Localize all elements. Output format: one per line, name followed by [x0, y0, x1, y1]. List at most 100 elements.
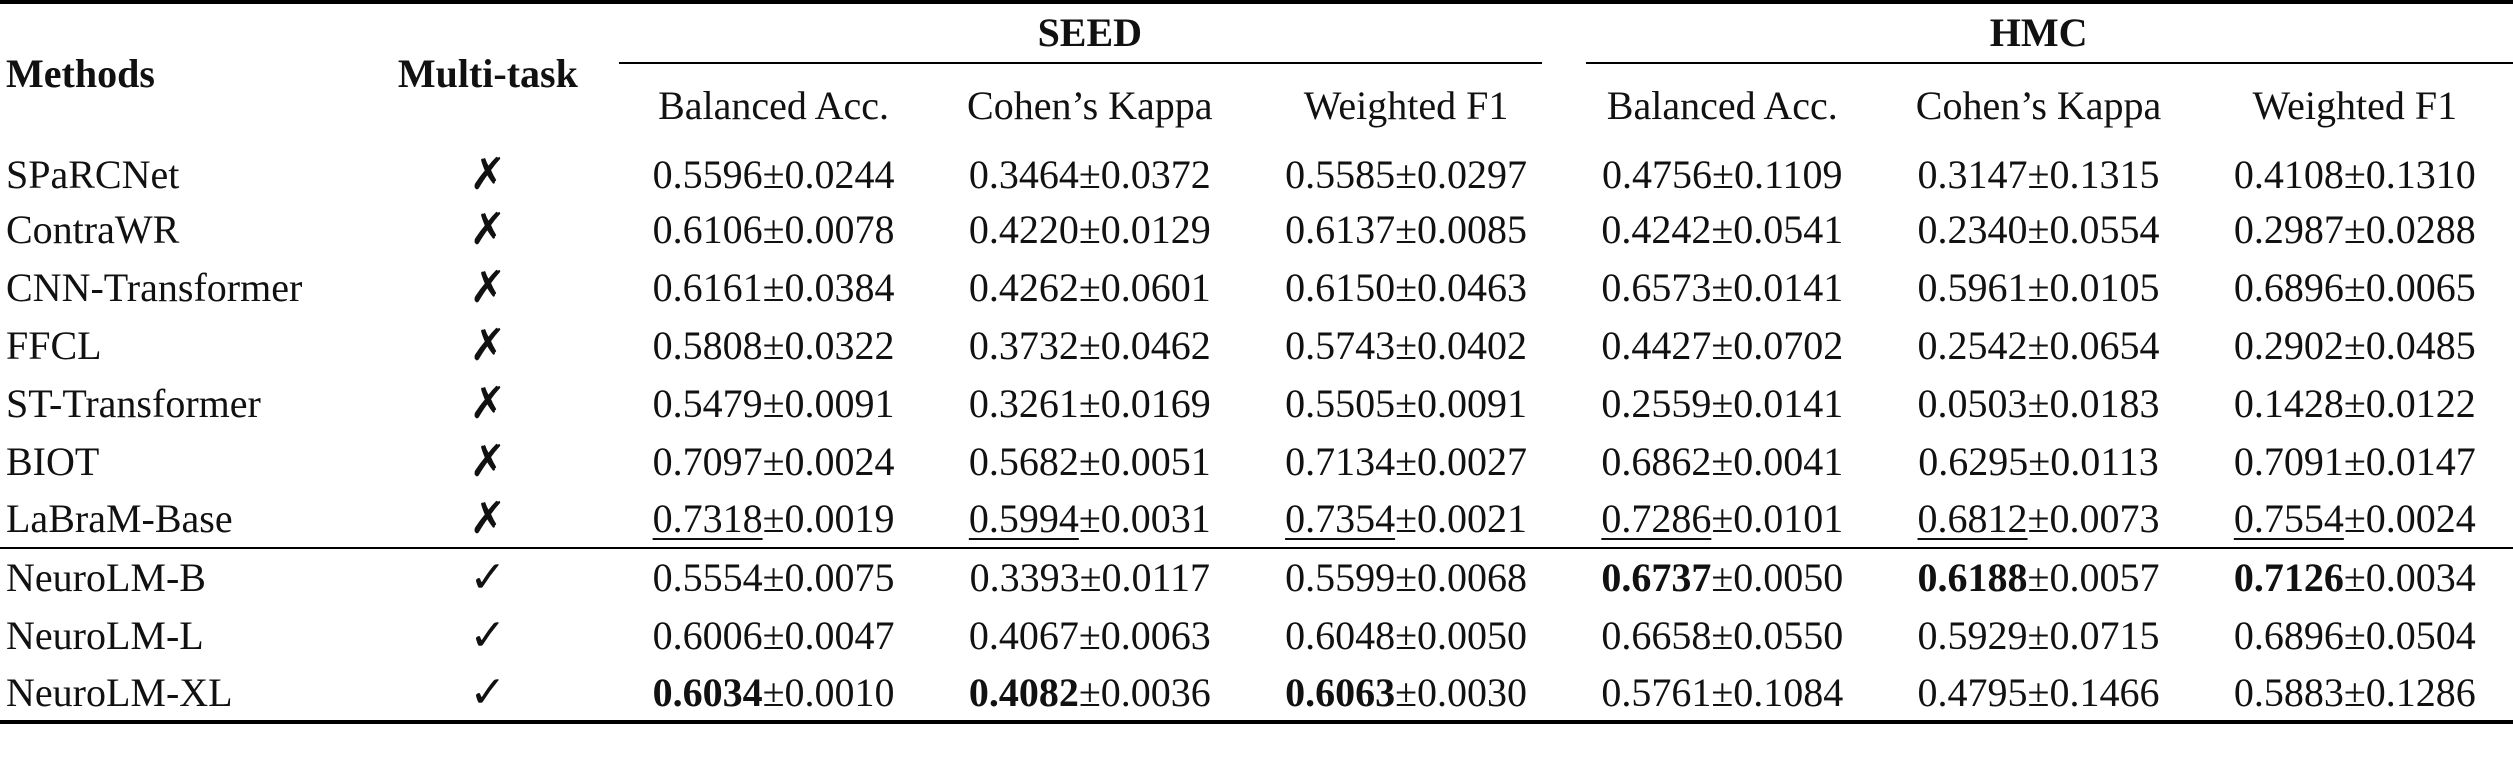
metric-header: Balanced Acc. — [1606, 82, 1838, 128]
metric-std: ±0.0113 — [2028, 438, 2159, 484]
method-name: CNN-Transformer — [6, 264, 303, 310]
metric-mean: 0.2559 — [1601, 380, 1712, 426]
metric-mean: 0.7126 — [2233, 555, 2344, 600]
header-group-seed: SEED — [615, 0, 1565, 68]
metric-mean: 0.5682 — [968, 438, 1079, 484]
metric-std: ±0.0372 — [1078, 151, 1211, 197]
header-multitask: Multi-task — [360, 0, 616, 142]
metric-std: ±0.0024 — [2343, 496, 2476, 541]
metric-cell: 0.4082±0.0036 — [931, 664, 1248, 724]
metric-cell: 0.7097±0.0024 — [615, 432, 931, 490]
check-mark-icon: ✓ — [360, 547, 616, 606]
metric-std: ±0.0244 — [762, 151, 895, 197]
metric-mean: 0.6573 — [1601, 264, 1712, 310]
group-title-hmc: HMC — [1989, 9, 2088, 55]
metric-mean: 0.5961 — [1917, 264, 2028, 310]
table-row: FFCL ✗ 0.5808±0.0322 0.3732±0.0462 0.5743±0.… — [0, 316, 2513, 374]
metric-cell: 0.6188±0.0057 — [1880, 547, 2197, 606]
metric-std: ±0.1466 — [2027, 669, 2160, 715]
metric-std: ±0.1084 — [1711, 669, 1844, 715]
metric-cell: 0.6063±0.0030 — [1247, 664, 1565, 724]
metric-mean: 0.6006 — [652, 612, 763, 658]
metric-mean: 0.6737 — [1601, 555, 1712, 600]
table-row: CNN-Transformer ✗ 0.6161±0.0384 0.4262±0.06… — [0, 258, 2513, 316]
metric-cell: 0.6137±0.0085 — [1248, 200, 1564, 258]
metric-std: ±0.0010 — [762, 669, 895, 715]
metric-std: ±0.0031 — [1078, 496, 1211, 541]
metric-std: ±0.0068 — [1395, 555, 1528, 600]
metric-std: ±0.0091 — [762, 380, 895, 426]
metric-std: ±0.0654 — [2027, 322, 2160, 368]
metric-cell: 0.7286±0.0101 — [1564, 490, 1880, 548]
metric-mean: 0.4220 — [968, 206, 1079, 252]
metric-std: ±0.0101 — [1711, 496, 1844, 541]
cross-mark-icon: ✗ — [469, 320, 507, 370]
metric-cell: 0.6896±0.0504 — [2197, 606, 2513, 664]
metric-std: ±0.0554 — [2027, 206, 2160, 252]
metric-mean: 0.4756 — [1602, 151, 1713, 197]
metric-mean: 0.5599 — [1285, 555, 1396, 600]
metric-cell: 0.5505±0.0091 — [1248, 374, 1564, 432]
header-row-metrics: Balanced Acc. Cohen’s Kappa Weighted F1 … — [0, 68, 2513, 142]
metric-mean: 0.2340 — [1917, 206, 2028, 252]
metric-mean: 0.6658 — [1601, 612, 1712, 658]
metric-header: Weighted F1 — [2252, 82, 2458, 128]
metric-std: ±0.0169 — [1078, 380, 1211, 426]
results-table: Methods Multi-task SEED HMC Balanced Acc… — [0, 0, 2513, 724]
metric-cell: 0.5682±0.0051 — [932, 432, 1248, 490]
metric-cell: 0.4242±0.0541 — [1564, 200, 1880, 258]
table-row: NeuroLM-L ✓ 0.6006±0.0047 0.4067±0.0063 0.60… — [0, 606, 2513, 664]
metric-std: ±0.0601 — [1078, 264, 1211, 310]
metric-mean: 0.0503 — [1917, 380, 2028, 426]
metric-mean: 0.7097 — [652, 438, 763, 484]
metric-std: ±0.0050 — [1711, 555, 1844, 600]
metric-std: ±0.1286 — [2343, 669, 2476, 715]
metric-std: ±0.0141 — [1711, 264, 1844, 310]
metric-cell: 0.7134±0.0027 — [1248, 432, 1564, 490]
cross-mark-icon: ✗ — [469, 378, 507, 428]
metric-cell: 0.5599±0.0068 — [1247, 547, 1565, 606]
method-name: LaBraM-Base — [6, 496, 233, 541]
group-rule-hmc — [1586, 61, 2513, 64]
metric-mean: 0.5596 — [652, 151, 763, 197]
metric-cell: 0.2902±0.0485 — [2197, 316, 2513, 374]
metric-std: ±0.0402 — [1395, 322, 1528, 368]
metric-mean: 0.4082 — [968, 669, 1079, 715]
group-title-seed: SEED — [1037, 9, 1143, 55]
metric-cell: 0.3732±0.0462 — [932, 316, 1248, 374]
metric-cell: 0.7354±0.0021 — [1248, 490, 1564, 548]
metric-cell: 0.6006±0.0047 — [615, 606, 931, 664]
metric-mean: 0.1428 — [2233, 380, 2344, 426]
metric-mean: 0.5994 — [968, 496, 1079, 541]
metric-cell: 0.4067±0.0063 — [932, 606, 1248, 664]
cross-mark-icon: ✗ — [469, 149, 507, 199]
cross-mark-icon: ✗ — [469, 262, 507, 312]
metric-std: ±0.0183 — [2027, 380, 2160, 426]
metric-std: ±0.1315 — [2027, 151, 2160, 197]
metric-cell: 0.6150±0.0463 — [1248, 258, 1564, 316]
method-name: ST-Transformer — [6, 380, 261, 426]
metric-mean: 0.6295 — [1918, 438, 2029, 484]
metric-mean: 0.7286 — [1601, 496, 1712, 541]
metric-header: Cohen’s Kappa — [967, 82, 1213, 128]
metric-cell: 0.3464±0.0372 — [932, 142, 1248, 200]
metric-mean: 0.2542 — [1917, 322, 2028, 368]
metric-cell: 0.5808±0.0322 — [615, 316, 931, 374]
metric-cell: 0.4756±0.1109 — [1564, 142, 1880, 200]
metric-std: ±0.0141 — [1711, 380, 1844, 426]
metric-mean: 0.2987 — [2233, 206, 2344, 252]
metric-std: ±0.0288 — [2343, 206, 2476, 252]
metric-std: ±0.1109 — [1712, 151, 1843, 197]
metric-cell: 0.6048±0.0050 — [1248, 606, 1564, 664]
metric-mean: 0.6063 — [1285, 669, 1396, 715]
metric-mean: 0.6150 — [1285, 264, 1396, 310]
metric-header: Cohen’s Kappa — [1915, 82, 2162, 128]
group-rule-seed — [619, 61, 1543, 64]
metric-mean: 0.6812 — [1917, 496, 2028, 541]
metric-std: ±0.0036 — [1078, 669, 1211, 715]
metric-cell: 0.2559±0.0141 — [1564, 374, 1880, 432]
metric-cell: 0.4795±0.1466 — [1880, 664, 2197, 724]
metric-cell: 0.1428±0.0122 — [2197, 374, 2513, 432]
method-name: SPaRCNet — [6, 151, 180, 197]
method-name: NeuroLM-B — [0, 547, 361, 606]
